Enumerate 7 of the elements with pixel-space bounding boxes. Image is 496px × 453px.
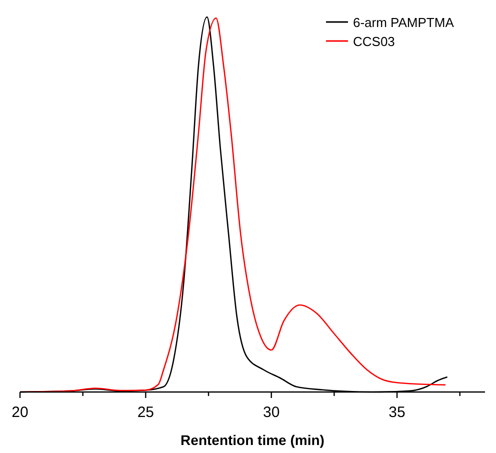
x-axis-title: Rentention time (min)	[180, 432, 324, 448]
x-tick-label: 20	[12, 404, 28, 421]
x-tick-label: 30	[263, 404, 280, 421]
x-tick-label: 35	[388, 404, 406, 421]
legend-label: 6-arm PAMPTMA	[353, 15, 454, 30]
legend-label: CCS03	[353, 34, 395, 49]
x-tick-label: 25	[137, 404, 154, 421]
